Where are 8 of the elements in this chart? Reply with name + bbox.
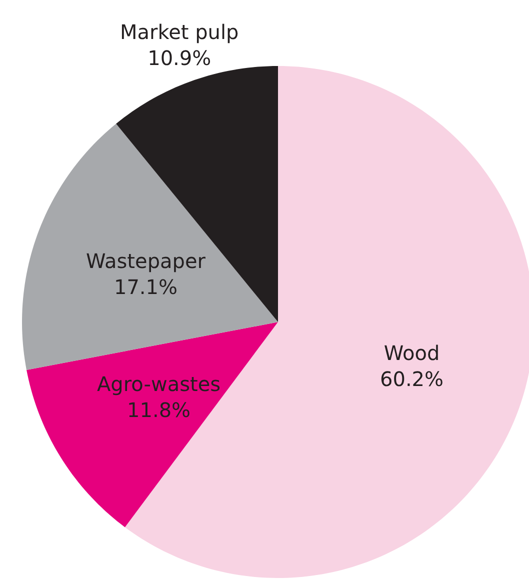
data-label: 10.9% [148,46,212,70]
slice-label: Agro-wastes [97,372,221,396]
data-label: 11.8% [127,398,191,422]
data-label: 60.2% [380,367,444,391]
slice-label: Market pulp [120,20,239,44]
data-label: 17.1% [114,275,178,299]
slice-label: Wood [384,341,440,365]
slice-label: Wastepaper [86,249,206,273]
